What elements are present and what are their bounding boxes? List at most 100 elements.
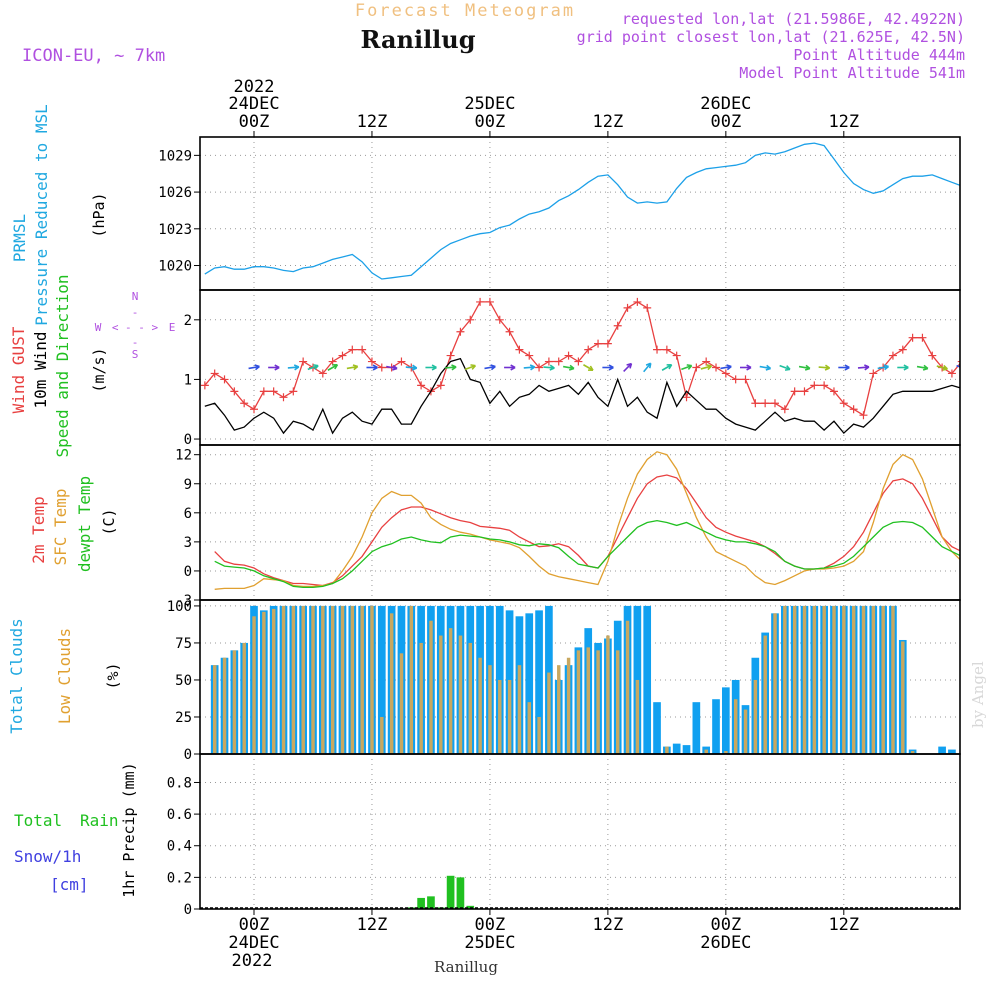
wind-direction-arrow xyxy=(857,364,870,371)
bottom-time-label: 12Z xyxy=(828,915,859,935)
wind-direction-arrow xyxy=(936,364,948,371)
low-cloud-bar xyxy=(380,716,384,754)
wind-series-group xyxy=(200,297,960,435)
gust-marker xyxy=(780,405,789,414)
wind-arrow-head xyxy=(686,364,693,370)
clouds-series-group xyxy=(210,605,956,754)
wind-arrow-shaft xyxy=(523,366,535,369)
clouds-ytick-label: 75 xyxy=(175,636,192,652)
top-date-label: 24DEC xyxy=(228,94,279,114)
gust-marker xyxy=(829,387,838,396)
total-cloud-bar xyxy=(653,702,661,754)
low-cloud-bar xyxy=(448,628,453,754)
gust-marker xyxy=(751,399,760,408)
wind-series-10m-wind xyxy=(204,357,960,435)
gust-marker xyxy=(653,345,662,354)
low-cloud-bar xyxy=(901,641,905,754)
temp-ytick-label: 9 xyxy=(184,477,192,493)
wind-arrow-head xyxy=(372,364,378,371)
wind-arrow-head xyxy=(293,364,300,371)
gust-marker xyxy=(417,381,426,390)
wind-direction-arrow xyxy=(818,364,831,371)
low-cloud-bar xyxy=(281,605,286,754)
total-cloud-bar xyxy=(377,605,386,754)
wind-arrow-head xyxy=(922,364,929,371)
precip-ytick-label: 0.4 xyxy=(167,839,192,855)
gust-marker xyxy=(240,399,249,408)
clouds-ytick-label: 25 xyxy=(175,710,192,726)
precip-rain-label: Rain xyxy=(80,811,119,830)
gust-marker xyxy=(279,393,288,402)
wind-dir-label: Speed and Direction xyxy=(53,274,72,457)
low-cloud-bar xyxy=(606,635,610,754)
wind-direction-arrow xyxy=(366,364,378,371)
temp-sfc-label: SFC Temp xyxy=(51,488,70,565)
gust-marker xyxy=(613,321,622,330)
low-cloud-bar xyxy=(625,620,630,754)
gust-marker xyxy=(210,369,219,378)
wind-arrow-shaft xyxy=(643,362,652,373)
wind-arrow-shaft xyxy=(623,363,632,372)
gust-marker xyxy=(544,357,553,366)
percent-label: (%) xyxy=(104,662,122,689)
wind-direction-arrow xyxy=(838,364,850,371)
low-cloud-bar xyxy=(419,642,423,754)
low-cloud-bar xyxy=(704,749,708,754)
wind-arrow-head xyxy=(608,364,614,371)
low-cloud-bar xyxy=(212,665,217,754)
low-cloud-bar xyxy=(301,605,305,754)
temp-dew-label: dewpt Temp xyxy=(75,476,94,572)
low-cloud-bar xyxy=(507,679,512,754)
total-cloud-bar xyxy=(938,746,946,754)
wind-direction-arrow xyxy=(643,362,652,373)
low-cloud-bar xyxy=(360,605,364,754)
low-cloud-bar xyxy=(262,611,266,754)
low-cloud-bar xyxy=(478,657,482,754)
bottom-date-label: 25DEC xyxy=(464,933,515,953)
low-cloud-bar xyxy=(399,653,404,754)
gust-marker xyxy=(476,297,485,306)
wind-arrow-head xyxy=(431,364,437,371)
low-cloud-bar xyxy=(409,605,414,754)
snow-label: Snow/1h xyxy=(14,847,81,866)
compass-rose: N - W < - - > E - S xyxy=(95,290,176,361)
compass-w: W xyxy=(95,321,102,334)
wind-gust-label: Wind GUST xyxy=(9,326,28,413)
bottom-date-label: 26DEC xyxy=(700,933,751,953)
wind-direction-arrow xyxy=(681,364,693,371)
wind-arrow-shaft xyxy=(857,366,870,369)
precip-total-label: Total xyxy=(14,811,62,830)
wind-direction-arrow xyxy=(916,364,929,371)
wind-ytick-label: 2 xyxy=(184,313,192,329)
gust-marker xyxy=(574,357,583,366)
low-cloud-bar xyxy=(458,635,463,754)
gust-marker xyxy=(515,345,524,354)
wind-arrow-shaft xyxy=(956,364,960,368)
top-time-label: 00Z xyxy=(239,112,270,132)
wind-arrow-shaft xyxy=(759,365,771,370)
wind-arrow-head xyxy=(490,364,496,371)
low-cloud-bar xyxy=(350,605,355,754)
top-time-label: 00Z xyxy=(710,112,741,132)
temp-2m-label: 2m Temp xyxy=(29,496,48,563)
low-cloud-bar xyxy=(537,716,541,754)
clouds-ytick-label: 0 xyxy=(184,747,192,763)
wind-arrow-head xyxy=(706,364,713,371)
wind-ytick-label: 0 xyxy=(184,432,192,448)
gust-marker xyxy=(505,327,514,336)
low-cloud-bar xyxy=(851,605,856,754)
low-cloud-bar xyxy=(222,657,227,754)
wind-arrow-head xyxy=(274,364,280,371)
low-cloud-bar xyxy=(252,616,256,754)
top-time-label: 12Z xyxy=(357,112,388,132)
wind-arrow-shaft xyxy=(818,366,830,369)
compass-ns-arrow: - xyxy=(132,306,139,319)
gust-marker xyxy=(338,351,347,360)
low-cloud-bar xyxy=(861,605,866,754)
low-cloud-bar xyxy=(498,679,502,754)
ms-label: (m/s) xyxy=(90,347,108,392)
compass-sn-arrow: - xyxy=(132,336,139,349)
watermark: by Angel xyxy=(969,661,987,728)
wind-arrow-head xyxy=(726,364,732,371)
